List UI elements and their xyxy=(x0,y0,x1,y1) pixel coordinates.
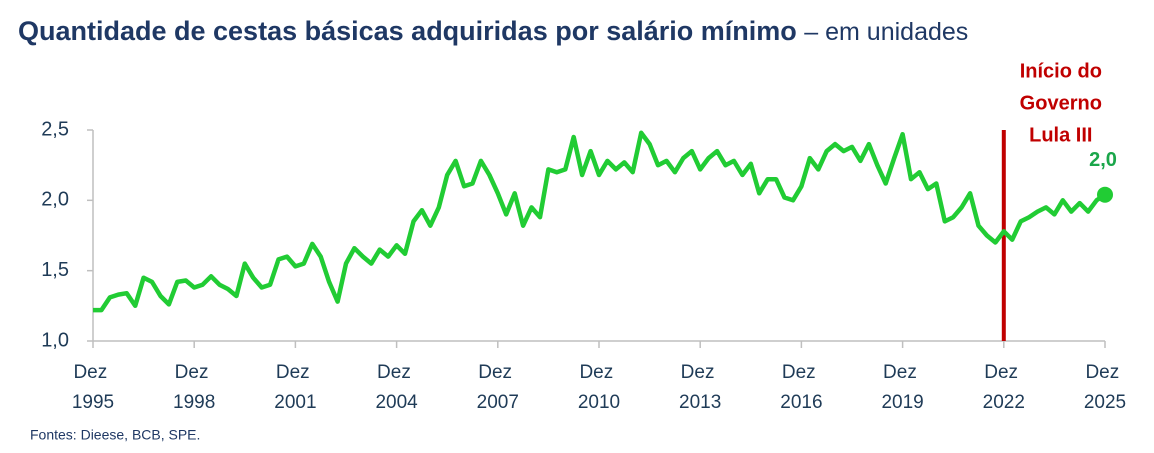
x-tick-label: Dez 2004 xyxy=(375,362,418,413)
x-tick-label-line: 2019 xyxy=(881,392,923,413)
x-tick-label-line: 2001 xyxy=(274,392,316,413)
x-tick-label: Dez 1995 xyxy=(72,362,114,413)
annotation-text: Governo xyxy=(1020,92,1102,114)
x-tick-label-line: Dez xyxy=(377,362,416,383)
x-tick-label-line: Dez xyxy=(984,362,1023,383)
x-tick-label-line: Dez xyxy=(579,362,618,383)
annotation-text: Lula III xyxy=(1029,124,1092,146)
y-tick-label: 2,5 xyxy=(41,118,69,140)
x-tick-label-line: Dez xyxy=(478,362,517,383)
chart-title: Quantidade de cestas básicas adquiridas … xyxy=(18,16,797,46)
x-tick-label: Dez 2022 xyxy=(983,362,1025,413)
x-tick-label-line: 2016 xyxy=(780,392,822,413)
x-tick-label-line: 2013 xyxy=(679,392,721,413)
x-tick-label-line: 2007 xyxy=(477,392,519,413)
x-tick-label-line: Dez xyxy=(175,362,214,383)
chart-title-group: Quantidade de cestas básicas adquiridas … xyxy=(18,16,968,46)
x-tick-label: Dez 2007 xyxy=(477,362,519,413)
chart-subtitle: – em unidades xyxy=(804,18,968,46)
x-tick-label-line: Dez xyxy=(782,362,821,383)
x-tick-label-line: 1998 xyxy=(173,392,215,413)
y-tick-label: 1,0 xyxy=(41,329,69,351)
x-tick-label: Dez 2025 xyxy=(1084,362,1126,413)
x-tick-label-line: Dez xyxy=(883,362,922,383)
annotation-text: Início do xyxy=(1020,60,1102,82)
end-label: 2,0 xyxy=(1089,149,1117,171)
source: Fontes: Dieese, BCB, SPE. xyxy=(30,427,200,443)
x-tick-label-line: Dez xyxy=(73,362,112,383)
x-tick-label: Dez 2010 xyxy=(578,362,620,413)
x-tick-label-line: Dez xyxy=(1085,362,1124,383)
x-tick-label-line: 2022 xyxy=(983,392,1025,413)
x-tick-label-line: 2025 xyxy=(1084,392,1126,413)
x-tick-label-line: 2004 xyxy=(375,392,418,413)
x-tick-label: Dez 1998 xyxy=(173,362,215,413)
y-tick-label: 1,5 xyxy=(41,259,69,281)
series-line xyxy=(93,130,1107,313)
x-tick-label-line: 2010 xyxy=(578,392,620,413)
x-tick-label-line: 1995 xyxy=(72,392,114,413)
x-tick-label: Dez 2001 xyxy=(274,362,316,413)
x-tick-label: Dez 2016 xyxy=(780,362,822,413)
x-tick-label: Dez 2019 xyxy=(881,362,923,413)
x-tick-label-line: Dez xyxy=(681,362,720,383)
x-tick-label: Dez 2013 xyxy=(679,362,721,413)
y-tick-label: 2,0 xyxy=(41,189,69,211)
end-point xyxy=(1097,186,1113,203)
x-tick-label-line: Dez xyxy=(276,362,315,383)
